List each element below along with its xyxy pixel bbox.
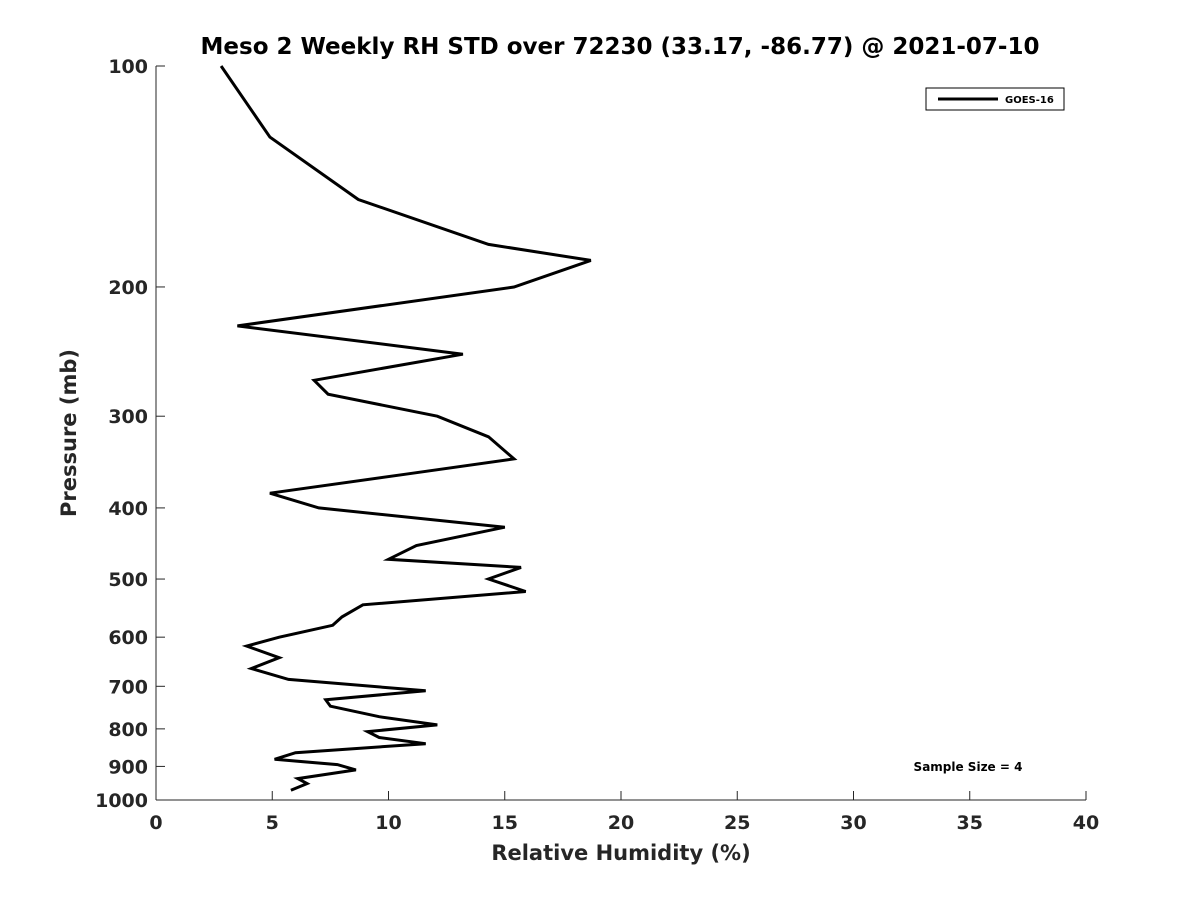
y-tick-label: 400: [108, 498, 148, 520]
y-tick-label: 200: [108, 277, 148, 299]
y-tick-label: 900: [108, 756, 148, 778]
chart-title: Meso 2 Weekly RH STD over 72230 (33.17, …: [201, 34, 1040, 60]
x-axis-label: Relative Humidity (%): [491, 841, 750, 865]
y-tick-label: 600: [108, 627, 148, 649]
x-tick-label: 10: [375, 812, 401, 834]
legend: GOES-16: [925, 87, 1065, 111]
legend-label-goes-16: GOES-16: [1005, 95, 1054, 106]
y-axis-ticks: 100 200 300 400 500 600 700 800 900 1000: [95, 56, 165, 812]
y-tick-label: 100: [108, 56, 148, 78]
x-tick-label: 20: [608, 812, 634, 834]
series-layer: [219, 65, 592, 792]
x-axis-ticks: 0 5 10 15 20 25 30 35 40: [149, 791, 1099, 834]
y-tick-label: 1000: [95, 790, 148, 812]
x-tick-label: 0: [149, 812, 162, 834]
series-line-goes-16: [219, 65, 592, 792]
y-tick-label: 800: [108, 719, 148, 741]
y-tick-label: 700: [108, 676, 148, 698]
y-tick-label: 300: [108, 406, 148, 428]
x-tick-label: 40: [1073, 812, 1099, 834]
x-tick-label: 5: [266, 812, 279, 834]
x-tick-label: 30: [840, 812, 866, 834]
y-axis-label: Pressure (mb): [57, 349, 81, 517]
sample-size-annotation: Sample Size = 4: [914, 760, 1023, 774]
x-tick-label: 35: [957, 812, 983, 834]
y-tick-label: 500: [108, 569, 148, 591]
x-tick-label: 25: [724, 812, 750, 834]
x-tick-label: 15: [492, 812, 518, 834]
